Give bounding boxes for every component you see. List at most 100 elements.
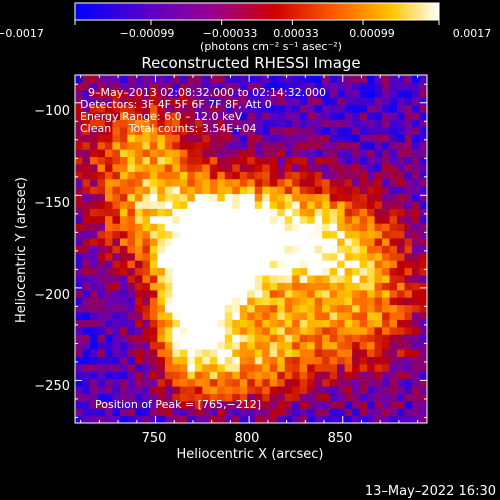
heatmap-cell (224, 363, 233, 372)
heatmap-cell (374, 348, 383, 357)
heatmap-cell (104, 126, 114, 135)
heatmap-cell (389, 178, 398, 187)
heatmap-cell (179, 186, 188, 195)
heatmap-cell (322, 97, 331, 106)
heatmap-cell (382, 230, 391, 239)
heatmap-cell (112, 348, 121, 357)
heatmap-cell (412, 200, 421, 209)
heatmap-cell (367, 348, 376, 357)
heatmap-cell (367, 126, 376, 135)
heatmap-cell (224, 274, 233, 283)
heatmap-cell (119, 237, 129, 246)
heatmap-cell (239, 112, 248, 121)
heatmap-cell (89, 245, 99, 254)
heatmap-cell (367, 289, 376, 298)
heatmap-cell (97, 326, 106, 335)
heatmap-cell (397, 186, 406, 195)
heatmap-cell (404, 75, 413, 83)
heatmap-cell (292, 245, 301, 254)
heatmap-cell (179, 104, 188, 113)
heatmap-cell (412, 104, 421, 113)
heatmap-cell (382, 163, 391, 172)
heatmap-cell (172, 341, 181, 350)
heatmap-cell (187, 178, 196, 187)
heatmap-cell (344, 356, 353, 365)
heatmap-cell (322, 400, 331, 409)
heatmap-cell (337, 378, 346, 387)
heatmap-cell (142, 415, 151, 423)
heatmap-cell (284, 408, 293, 417)
heatmap-cell (232, 252, 241, 261)
heatmap-cell (82, 252, 91, 261)
heatmap-cell (367, 274, 376, 283)
heatmap-cell (149, 334, 158, 343)
heatmap-cell (382, 334, 391, 343)
heatmap-cell (352, 97, 361, 106)
heatmap-cell (262, 341, 271, 350)
heatmap-cell (359, 267, 368, 276)
heatmap-cell (209, 193, 218, 202)
heatmap-cell (412, 186, 421, 195)
heatmap-cell (307, 341, 316, 350)
heatmap-cell (299, 163, 308, 172)
heatmap-cell (134, 215, 143, 224)
heatmap-cell (112, 186, 121, 195)
heatmap-cell (329, 415, 338, 423)
heatmap-cell (292, 193, 301, 202)
heatmap-cell (232, 178, 241, 187)
heatmap-cell (247, 104, 256, 113)
heatmap-cell (254, 104, 263, 113)
heatmap-cell (224, 371, 233, 380)
heatmap-cell (299, 186, 308, 195)
heatmap-cell (75, 378, 84, 387)
heatmap-cell (322, 163, 331, 172)
heatmap-cell (157, 75, 166, 83)
heatmap-cell (82, 393, 91, 402)
heatmap-cell (82, 260, 91, 269)
heatmap-cell (404, 193, 413, 202)
heatmap-cell (224, 326, 233, 335)
heatmap-cell (89, 319, 99, 328)
heatmap-cell (374, 282, 383, 291)
heatmap-cell (262, 230, 271, 239)
heatmap-cell (89, 215, 99, 224)
heatmap-cell (209, 311, 218, 320)
heatmap-cell (172, 163, 181, 172)
heatmap-cell (262, 163, 271, 172)
heatmap-cell (292, 311, 301, 320)
heatmap-cell (119, 274, 129, 283)
heatmap-cell (89, 304, 99, 313)
heatmap-cell (292, 297, 301, 306)
heatmap-cell (352, 200, 361, 209)
heatmap-cell (127, 223, 136, 232)
heatmap-cell (412, 282, 421, 291)
heatmap-cell (419, 193, 427, 202)
heatmap-cell (382, 415, 391, 423)
heatmap-cell (75, 134, 84, 143)
heatmap-cell (374, 163, 383, 172)
heatmap-cell (382, 237, 391, 246)
heatmap-cell (254, 245, 263, 254)
heatmap-cell (89, 415, 99, 423)
heatmap-cell (75, 237, 84, 246)
heatmap-cell (224, 341, 233, 350)
heatmap-cell (127, 245, 136, 254)
heatmap-cell (322, 112, 331, 121)
heatmap-cell (262, 89, 271, 98)
heatmap-cell (254, 149, 263, 158)
heatmap-cell (202, 319, 211, 328)
heatmap-cell (202, 341, 211, 350)
heatmap-cell (412, 141, 421, 150)
heatmap-cell (307, 400, 316, 409)
heatmap-cell (247, 186, 256, 195)
heatmap-cell (164, 126, 173, 135)
heatmap-cell (247, 297, 256, 306)
heatmap-cell (172, 223, 181, 232)
heatmap-cell (75, 97, 84, 106)
heatmap-cell (134, 378, 143, 387)
heatmap-cell (254, 378, 263, 387)
heatmap-cell (412, 400, 421, 409)
heatmap-cell (352, 171, 361, 180)
heatmap-cell (179, 400, 188, 409)
heatmap-cell (299, 356, 308, 365)
